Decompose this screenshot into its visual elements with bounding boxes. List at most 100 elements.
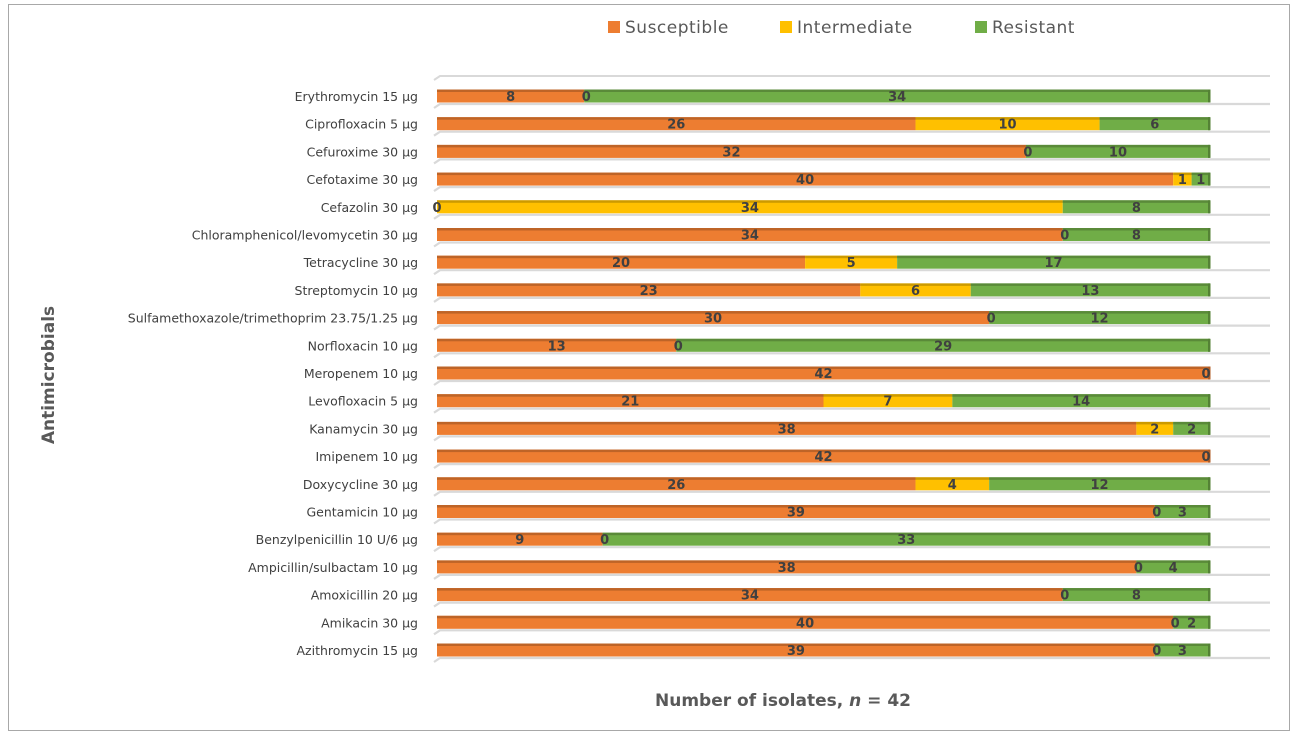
bar-row: Benzylpenicillin 10 U/6 µg 9 0 33	[256, 532, 1270, 553]
data-label-susceptible: 34	[741, 229, 759, 244]
bar-segment-intermediate	[860, 283, 971, 297]
bar-segment-resistant	[584, 89, 1210, 103]
floor-line	[433, 656, 1270, 663]
category-label: Azithromycin 15 µg	[296, 643, 418, 658]
y-axis-title: Antimicrobials	[39, 306, 59, 444]
bar-segment-top-edge	[437, 615, 1174, 619]
bar-segment-susceptible	[437, 615, 1174, 629]
data-label-intermediate: 0	[1171, 616, 1180, 631]
bar-segment-top-edge	[437, 338, 677, 342]
floor-line	[433, 241, 1270, 248]
bar-end-cap	[1208, 477, 1211, 491]
data-label-resistant: 2	[1187, 616, 1196, 631]
floor-line	[433, 573, 1270, 580]
data-label-intermediate: 0	[1060, 229, 1069, 244]
data-label-susceptible: 23	[640, 284, 658, 299]
bar-segment-susceptible	[437, 172, 1174, 186]
bar-segment-susceptible	[437, 449, 1210, 463]
bar-end-cap	[1208, 200, 1211, 214]
bar-segment-intermediate	[823, 394, 953, 408]
bar-row: Cefuroxime 30 µg 32 0 10	[307, 144, 1270, 165]
data-label-susceptible: 21	[621, 395, 639, 410]
bar-row: Ciprofloxacin 5 µg 26 10 6	[305, 117, 1270, 137]
bar-end-cap	[1208, 311, 1211, 325]
data-label-intermediate: 1	[1178, 173, 1187, 188]
bar-segment-top-edge	[1062, 228, 1210, 231]
data-label-resistant: 3	[1178, 644, 1187, 659]
bar-segment-resistant	[1173, 421, 1210, 435]
bar-segment-resistant	[1173, 615, 1210, 629]
bar-segment-top-edge	[952, 394, 1210, 397]
bar-segment-top-edge	[437, 366, 1210, 369]
bar-segment-top-edge	[970, 283, 1210, 286]
data-label-susceptible: 42	[814, 450, 832, 465]
bar-segment-top-edge	[437, 255, 806, 259]
floor-line	[433, 130, 1270, 137]
bar-segment-top-edge	[915, 117, 1100, 120]
bar-end-cap	[1208, 338, 1211, 352]
bar-segment-intermediate	[915, 477, 990, 491]
floor-line	[433, 186, 1270, 193]
data-label-resistant: 14	[1072, 395, 1090, 410]
bar-segment-top-edge	[1173, 421, 1210, 425]
bar-row: Ampicillin/sulbactam 10 µg 38 0 4	[248, 560, 1270, 580]
data-label-resistant: 8	[1132, 229, 1141, 244]
data-label-intermediate: 4	[948, 478, 957, 493]
category-label: Ciprofloxacin 5 µg	[305, 117, 418, 132]
bar-segment-top-edge	[823, 394, 953, 397]
bar-segment-susceptible	[437, 532, 603, 546]
bar-end-cap	[1208, 532, 1211, 546]
bar-segment-top-edge	[1136, 421, 1174, 425]
bar-segment-top-edge	[437, 532, 603, 536]
bar-segment-intermediate	[1173, 172, 1192, 186]
floor-line	[433, 629, 1270, 636]
bar-segment-top-edge	[437, 117, 916, 120]
data-label-resistant: 1	[1196, 173, 1205, 188]
data-label-intermediate: 10	[999, 118, 1017, 133]
bar-end-cap	[1208, 144, 1211, 158]
bar-segment-top-edge	[437, 505, 1155, 508]
bar-segment-susceptible	[437, 311, 990, 325]
floor-line	[433, 296, 1270, 303]
x-axis-title: Number of isolates, n = 42	[655, 691, 911, 711]
category-label: Doxycycline 30 µg	[303, 477, 418, 492]
bar-segment-top-edge	[437, 200, 1063, 203]
bar-segment-top-edge	[989, 477, 1210, 480]
legend-item-resistant: Resistant	[975, 18, 1074, 38]
data-label-resistant: 8	[1132, 201, 1141, 216]
x-axis-title-suffix: = 42	[861, 691, 911, 711]
bar-row: Chloramphenicol/levomycetin 30 µg 34 0 8	[192, 228, 1270, 248]
bar-segment-top-edge	[805, 255, 898, 259]
bar-row: Amikacin 30 µg 40 0 2	[321, 615, 1270, 636]
x-axis-title-prefix: Number of isolates,	[655, 691, 849, 711]
bar-segment-intermediate	[1136, 421, 1174, 435]
bar-end-cap	[1208, 283, 1211, 297]
data-label-intermediate: 0	[987, 312, 996, 327]
floor-line	[433, 546, 1270, 553]
bar-segment-resistant	[676, 338, 1210, 352]
bar-segment-susceptible	[437, 144, 1026, 158]
category-label: Chloramphenicol/levomycetin 30 µg	[192, 228, 418, 243]
legend-swatch	[975, 21, 987, 33]
floor-line	[433, 75, 1270, 81]
data-label-resistant: 2	[1187, 422, 1196, 437]
data-label-intermediate: 0	[1023, 145, 1032, 160]
bar-segment-resistant	[897, 255, 1210, 269]
bar-segment-susceptible	[437, 477, 916, 491]
data-label-intermediate: 6	[911, 284, 920, 299]
data-label-susceptible: 20	[612, 256, 630, 271]
bar-row: Sulfamethoxazole/trimethoprim 23.75/1.25…	[128, 311, 1270, 331]
legend-swatch	[608, 21, 620, 33]
data-label-resistant: 6	[1150, 118, 1159, 133]
bar-segment-intermediate	[437, 200, 1063, 214]
bar-segment-top-edge	[1062, 200, 1210, 203]
bar-segment-top-edge	[897, 255, 1210, 259]
floor-line	[433, 601, 1270, 608]
data-label-susceptible: 8	[506, 90, 515, 105]
data-label-intermediate: 0	[1060, 589, 1069, 604]
floor-line	[433, 435, 1270, 442]
floor-line	[433, 463, 1270, 470]
bar-segment-top-edge	[1173, 172, 1192, 176]
bar-segment-top-edge	[437, 228, 1063, 231]
